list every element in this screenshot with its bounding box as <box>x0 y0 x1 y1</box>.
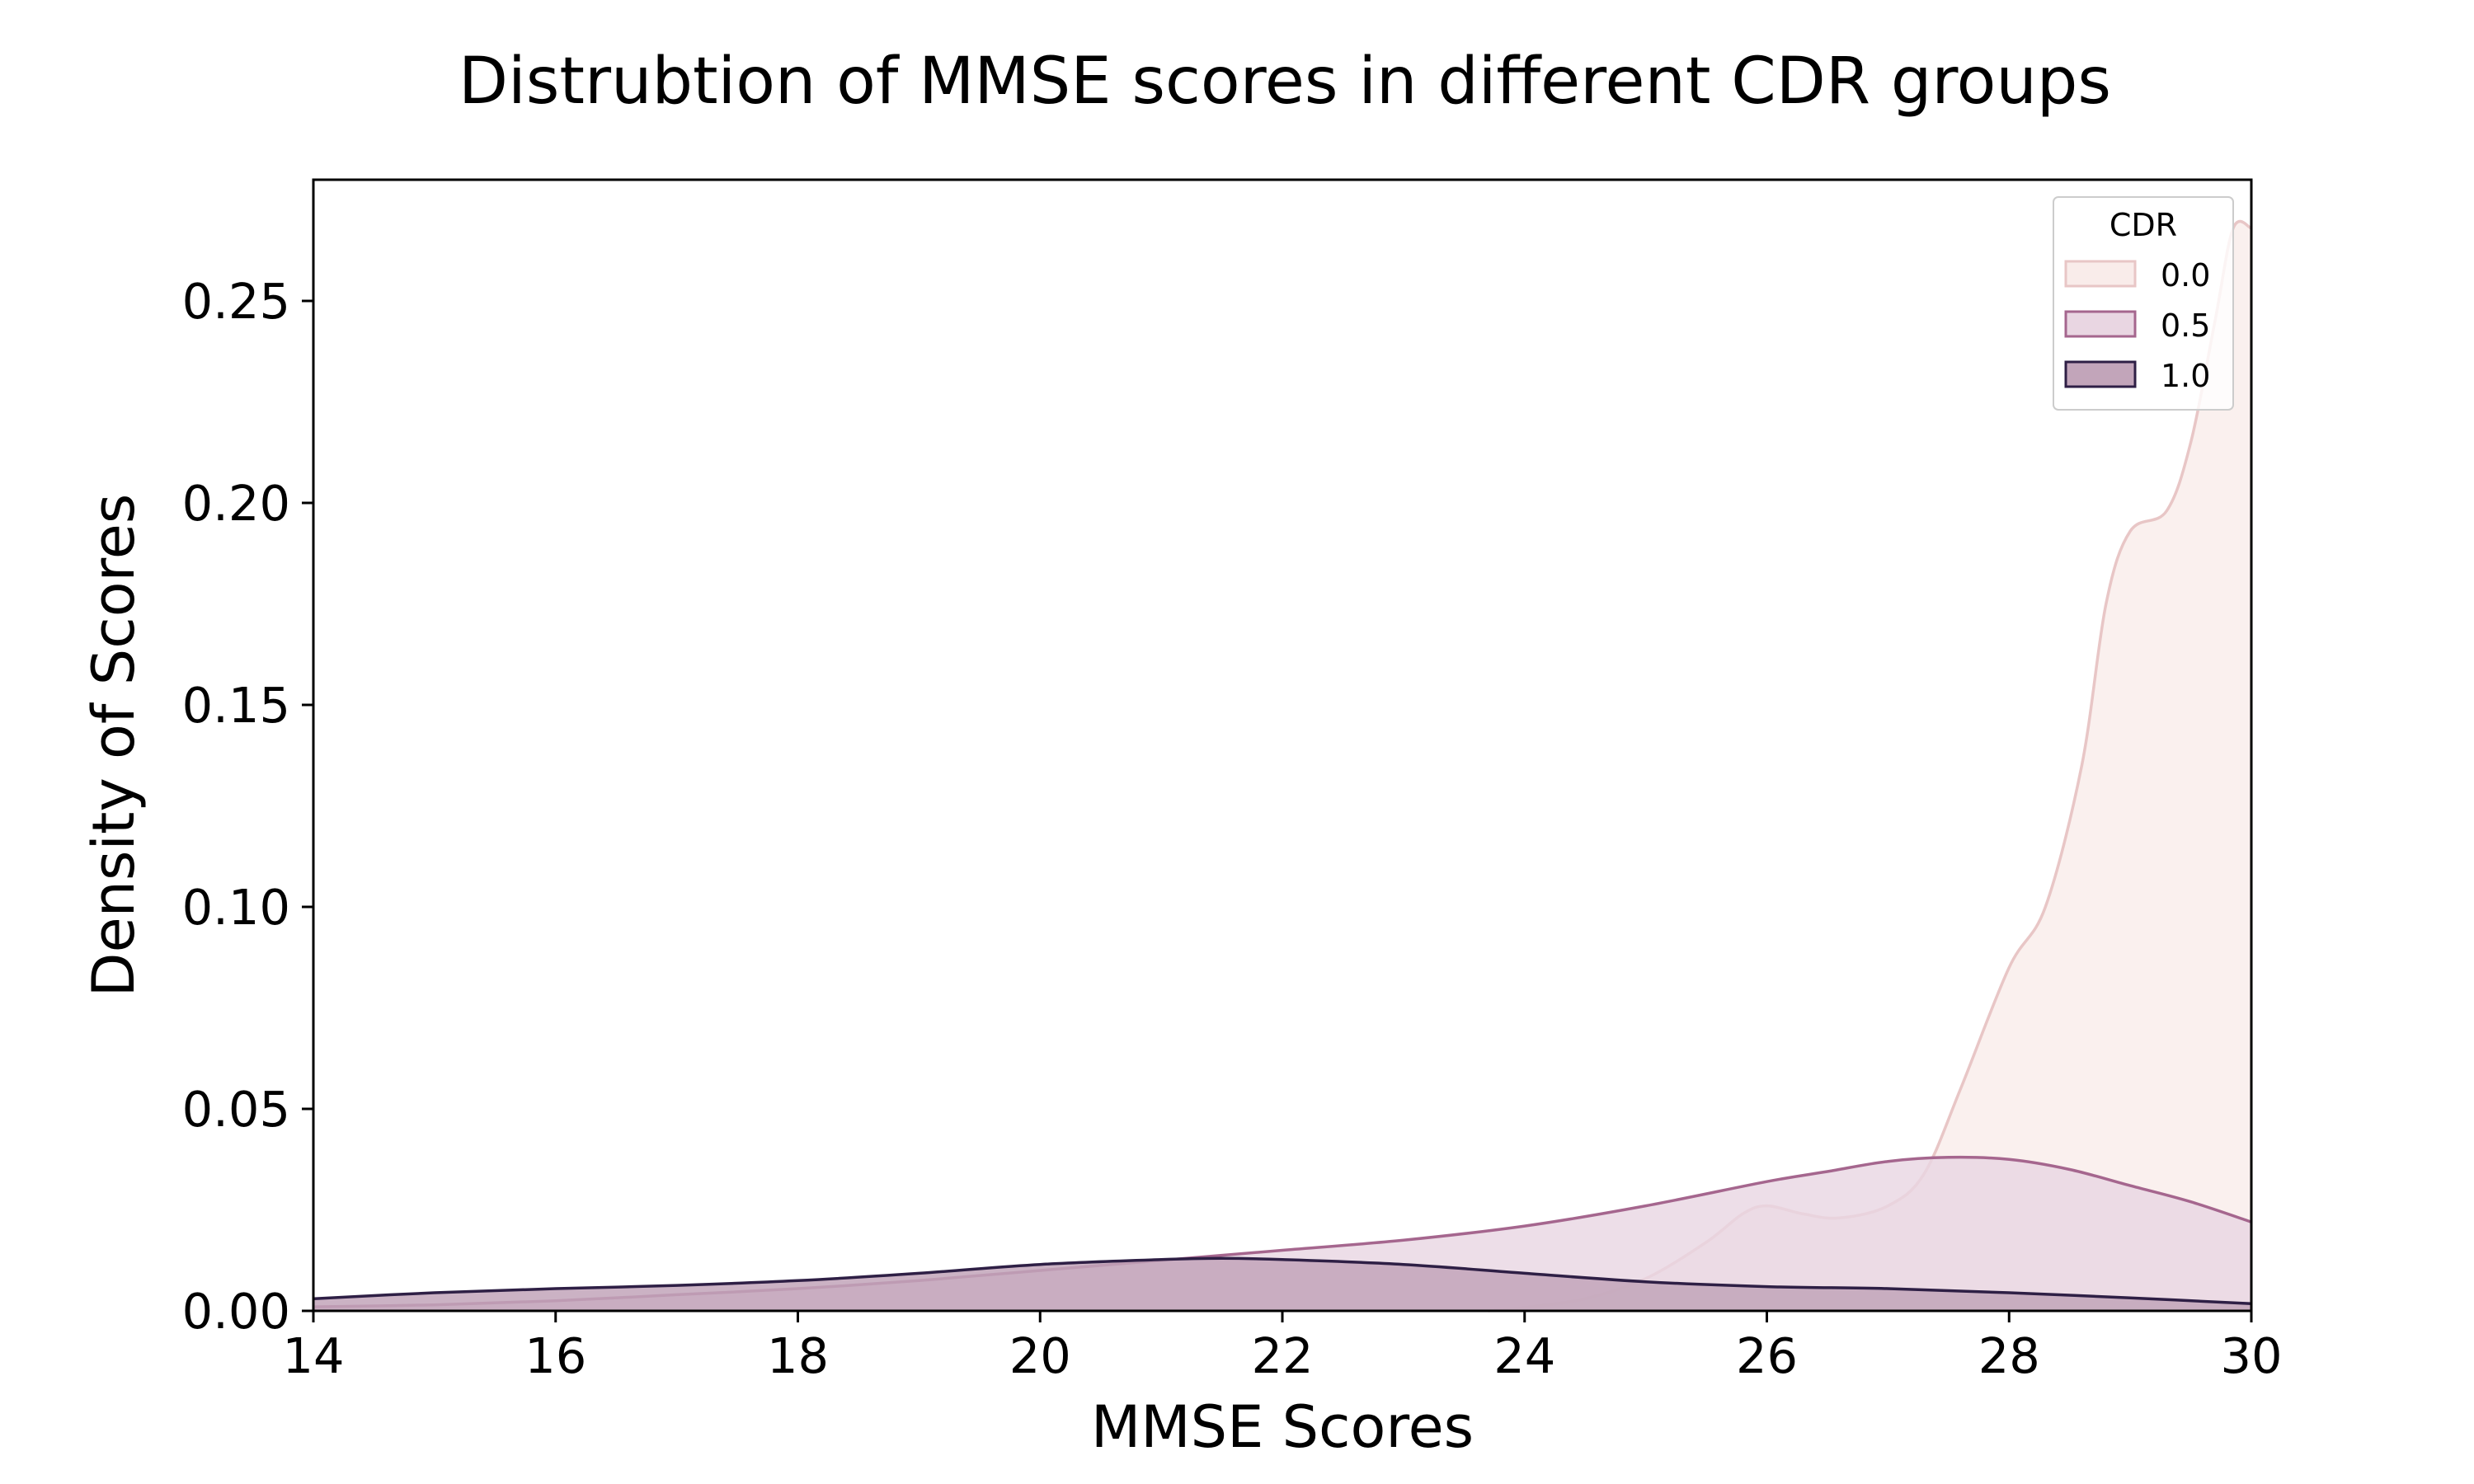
x-tick-label: 28 <box>1978 1327 2040 1384</box>
legend: CDR 0.0 0.5 1.0 <box>2053 196 2234 411</box>
x-axis-label: MMSE Scores <box>1091 1393 1474 1461</box>
x-tick-label: 20 <box>1009 1327 1071 1384</box>
x-tick-label: 30 <box>2220 1327 2282 1384</box>
x-tick-label: 16 <box>524 1327 586 1384</box>
series-line-cdr-1.0 <box>313 1256 2252 1305</box>
y-axis-ticks: 0.00 0.05 0.10 0.15 0.20 0.25 <box>182 273 313 1340</box>
x-tick-label: 18 <box>767 1327 829 1384</box>
series-area-cdr-1.0 <box>313 1258 2251 1311</box>
x-tick-label: 26 <box>1736 1327 1798 1384</box>
series-layer <box>313 219 2252 1313</box>
legend-label-cdr-0.5: 0.5 <box>2161 308 2210 344</box>
series-area-cdr-0.0 <box>1488 221 2251 1311</box>
series-area-cdr-0.5 <box>313 1157 2251 1311</box>
legend-box <box>2053 196 2234 411</box>
x-axis-ticks: 14 16 18 20 22 24 26 28 30 <box>282 1311 2283 1384</box>
legend-label-cdr-0.0: 0.0 <box>2161 257 2210 294</box>
chart-title: Distrubtion of MMSE scores in different … <box>459 45 2111 119</box>
legend-swatch-cdr-0.0 <box>2064 260 2137 288</box>
x-tick-label: 14 <box>282 1327 344 1384</box>
legend-swatch-cdr-1.0 <box>2064 360 2137 388</box>
x-tick-label: 24 <box>1493 1327 1555 1384</box>
y-axis-label: Density of Scores <box>80 494 148 998</box>
y-tick-label: 0.00 <box>182 1283 290 1340</box>
x-tick-label: 22 <box>1251 1327 1313 1384</box>
legend-swatch-cdr-0.5 <box>2064 310 2137 338</box>
y-tick-label: 0.25 <box>182 273 290 330</box>
y-tick-label: 0.15 <box>182 677 290 734</box>
y-tick-label: 0.20 <box>182 475 290 532</box>
y-tick-label: 0.10 <box>182 879 290 936</box>
y-tick-label: 0.05 <box>182 1081 290 1138</box>
legend-label-cdr-1.0: 1.0 <box>2161 358 2210 394</box>
legend-title: CDR <box>2109 207 2177 243</box>
